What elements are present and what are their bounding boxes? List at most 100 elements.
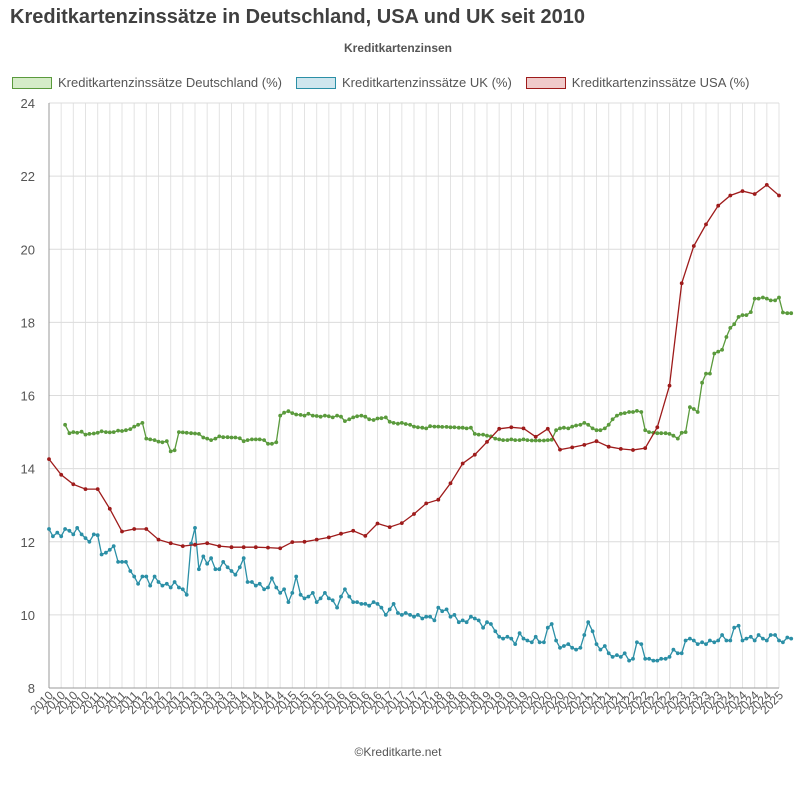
data-point-germany bbox=[205, 436, 210, 441]
data-point-usa bbox=[351, 528, 356, 533]
data-point-germany bbox=[675, 436, 680, 441]
data-point-germany bbox=[104, 430, 108, 434]
data-point-germany bbox=[602, 426, 607, 431]
data-point-usa bbox=[180, 544, 185, 548]
data-point-germany bbox=[306, 411, 311, 416]
data-point-uk bbox=[521, 636, 526, 641]
chart-title: Kreditkartenzinssätze in Deutschland, US… bbox=[10, 6, 585, 28]
legend-swatch-uk bbox=[296, 76, 336, 89]
data-point-germany bbox=[136, 422, 141, 427]
data-point-usa bbox=[375, 521, 380, 526]
data-point-uk bbox=[440, 609, 445, 614]
data-point-germany bbox=[440, 425, 445, 429]
data-point-uk bbox=[562, 644, 566, 648]
legend-item-uk[interactable]: Kreditkartenzinssätze UK (%) bbox=[296, 75, 512, 90]
data-point-usa bbox=[618, 447, 623, 451]
data-point-germany bbox=[209, 438, 214, 442]
data-point-germany bbox=[160, 440, 165, 445]
data-point-uk bbox=[359, 602, 364, 606]
data-point-usa bbox=[144, 527, 149, 531]
data-point-germany bbox=[420, 425, 425, 430]
data-point-germany bbox=[537, 438, 542, 443]
data-point-uk bbox=[71, 532, 76, 537]
data-point-germany bbox=[318, 414, 323, 419]
data-point-germany bbox=[172, 448, 177, 453]
data-point-usa bbox=[253, 545, 258, 550]
data-point-uk bbox=[47, 527, 51, 531]
data-point-uk bbox=[424, 614, 429, 619]
data-point-germany bbox=[566, 426, 571, 431]
legend-item-usa[interactable]: Kreditkartenzinssätze USA (%) bbox=[525, 75, 750, 90]
data-point-germany bbox=[679, 430, 684, 435]
data-point-germany bbox=[323, 413, 327, 418]
data-point-germany bbox=[180, 430, 185, 435]
data-point-usa bbox=[570, 445, 575, 450]
data-point-uk bbox=[570, 645, 575, 650]
data-point-uk bbox=[282, 587, 286, 592]
data-point-uk bbox=[104, 550, 108, 555]
data-point-uk bbox=[505, 634, 510, 639]
data-point-uk bbox=[452, 613, 457, 617]
data-point-uk bbox=[635, 640, 639, 645]
data-point-germany bbox=[497, 437, 502, 442]
data-point-uk bbox=[724, 638, 729, 643]
data-point-usa bbox=[521, 426, 526, 431]
data-point-germany bbox=[71, 430, 76, 434]
y-tick-label: 12 bbox=[21, 535, 35, 550]
data-point-uk bbox=[740, 638, 745, 643]
data-point-uk bbox=[485, 620, 489, 625]
legend-item-germany[interactable]: Kreditkartenzinssätze Deutschland (%) bbox=[12, 75, 282, 90]
data-point-germany bbox=[298, 413, 303, 417]
data-point-uk bbox=[493, 629, 498, 634]
data-point-germany bbox=[403, 422, 408, 426]
y-tick-label: 24 bbox=[21, 96, 35, 111]
data-point-germany bbox=[744, 313, 749, 317]
data-point-usa bbox=[132, 527, 137, 531]
data-point-germany bbox=[513, 438, 518, 442]
data-point-germany bbox=[452, 425, 457, 430]
data-point-usa bbox=[156, 537, 161, 542]
data-point-uk bbox=[318, 596, 323, 601]
data-point-usa bbox=[47, 457, 51, 461]
data-point-uk bbox=[148, 583, 153, 588]
data-point-germany bbox=[184, 430, 189, 435]
data-point-uk bbox=[205, 561, 210, 566]
data-point-germany bbox=[542, 438, 546, 443]
data-point-germany bbox=[221, 435, 226, 440]
data-point-uk bbox=[310, 591, 315, 595]
data-point-uk bbox=[432, 618, 437, 623]
data-point-germany bbox=[436, 424, 441, 429]
data-point-germany bbox=[517, 438, 522, 442]
data-point-usa bbox=[278, 546, 283, 551]
data-point-uk bbox=[63, 527, 67, 531]
data-point-uk bbox=[343, 587, 347, 592]
data-point-germany bbox=[456, 425, 461, 430]
data-point-usa bbox=[545, 426, 550, 431]
legend-swatch-germany bbox=[12, 76, 52, 89]
data-point-germany bbox=[582, 421, 587, 425]
data-point-germany bbox=[111, 430, 116, 434]
data-point-germany bbox=[752, 296, 757, 301]
series-line-germany bbox=[64, 296, 792, 453]
data-point-usa bbox=[83, 487, 88, 491]
data-point-uk bbox=[375, 602, 380, 606]
data-point-uk bbox=[168, 585, 173, 590]
data-point-germany bbox=[424, 426, 429, 431]
data-point-germany bbox=[695, 410, 700, 414]
data-point-germany bbox=[335, 413, 339, 418]
data-point-germany bbox=[578, 422, 583, 427]
data-point-uk bbox=[691, 638, 696, 643]
data-point-uk bbox=[177, 585, 181, 590]
data-point-uk bbox=[659, 656, 664, 661]
data-point-uk bbox=[197, 567, 201, 572]
data-point-uk bbox=[736, 623, 741, 628]
data-point-uk bbox=[712, 640, 717, 645]
data-point-uk bbox=[266, 585, 270, 590]
data-point-germany bbox=[217, 434, 222, 439]
data-point-uk bbox=[501, 636, 505, 641]
data-point-usa bbox=[229, 545, 234, 550]
data-point-uk bbox=[773, 633, 777, 637]
data-point-germany bbox=[635, 409, 639, 413]
y-tick-label: 8 bbox=[28, 681, 35, 696]
